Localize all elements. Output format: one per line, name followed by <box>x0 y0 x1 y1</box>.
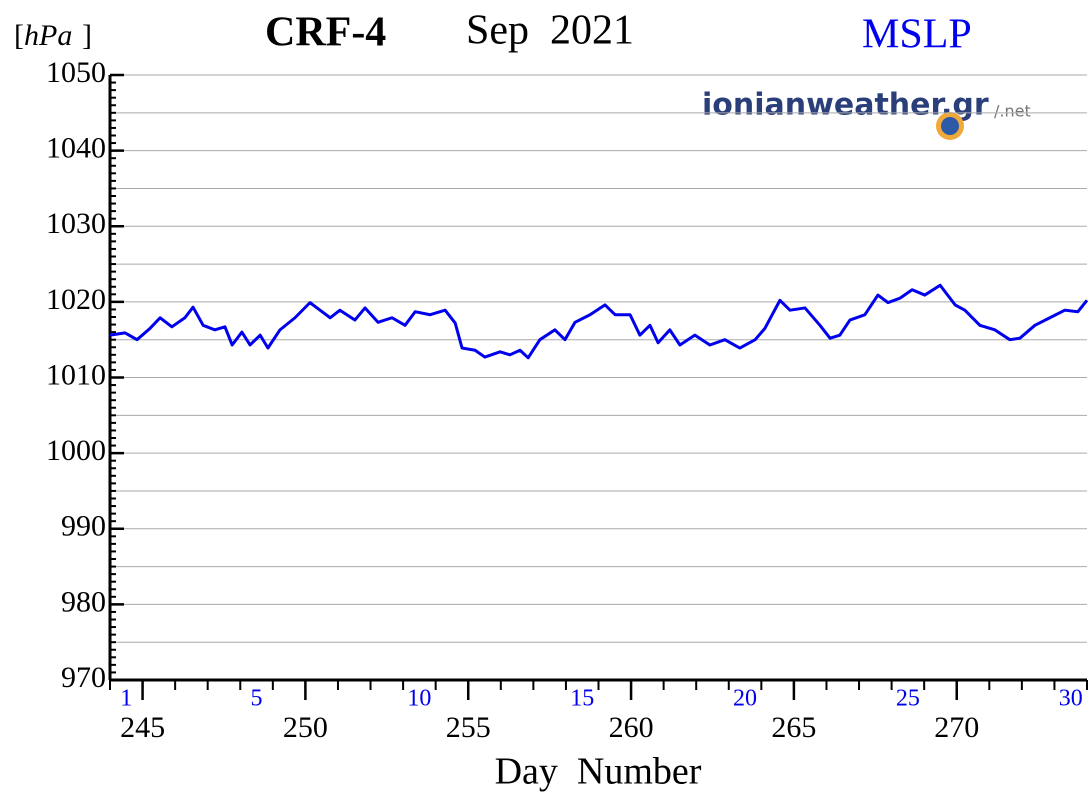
chart-title: CRF-4 <box>265 10 386 56</box>
x-tick-label: 255 <box>446 711 491 744</box>
y-tick-label: 1030 <box>46 207 106 240</box>
watermark-logo <box>941 117 959 135</box>
x-tick-label: 260 <box>609 711 654 744</box>
day-label: 25 <box>896 686 920 712</box>
variable-label: MSLP <box>862 12 972 58</box>
y-unit: hPa <box>24 19 72 52</box>
series-line <box>109 283 1089 360</box>
x-tick-label: 265 <box>771 711 816 744</box>
day-label: 20 <box>733 686 757 712</box>
y-tick-label: 1050 <box>46 56 106 89</box>
y-tick-label: 970 <box>61 661 106 694</box>
y-tick-label: 1010 <box>46 358 106 391</box>
y-tick-label: 990 <box>61 510 106 543</box>
y-unit-close: ] <box>82 19 92 52</box>
day-label: 1 <box>120 686 132 712</box>
x-tick-label: 250 <box>283 711 328 744</box>
day-label: 15 <box>570 686 594 712</box>
day-label: 30 <box>1059 686 1083 712</box>
day-label: 10 <box>407 686 431 712</box>
y-tick-label: 1000 <box>46 434 106 467</box>
y-tick-label: 1040 <box>46 132 106 165</box>
x-tick-label: 245 <box>120 711 165 744</box>
y-tick-label: 1020 <box>46 283 106 316</box>
chart-subtitle: Sep 2021 <box>466 8 634 54</box>
day-label: 5 <box>251 686 263 712</box>
x-tick-label: 270 <box>934 711 979 744</box>
y-unit-open: [ <box>14 19 24 52</box>
x-axis-title: Day Number <box>495 751 702 793</box>
y-tick-label: 980 <box>61 585 106 618</box>
watermark-suffix: /.net <box>994 102 1031 121</box>
